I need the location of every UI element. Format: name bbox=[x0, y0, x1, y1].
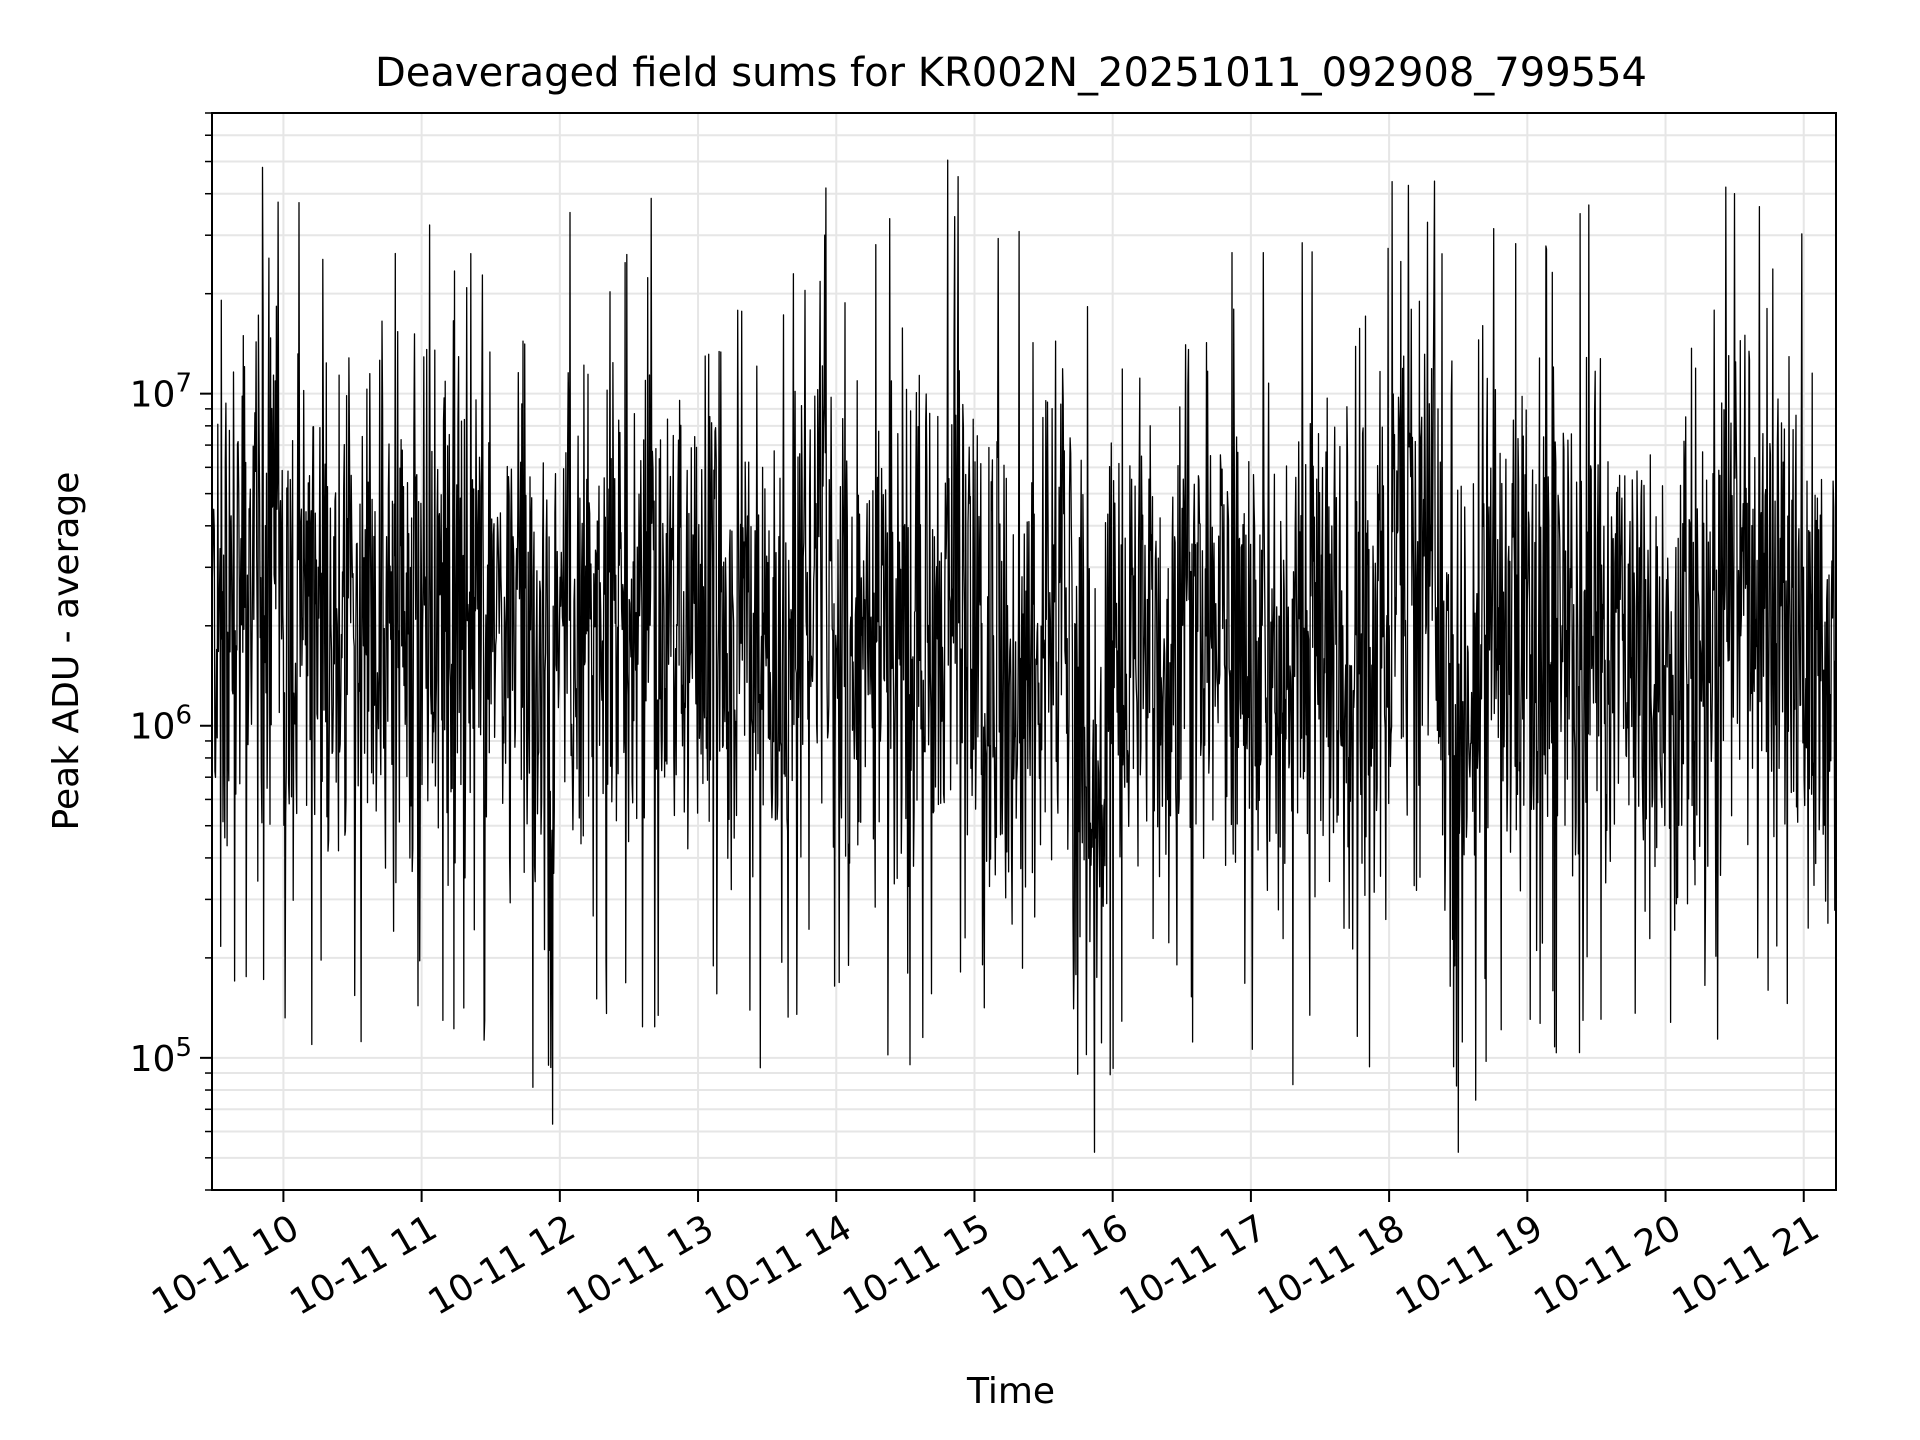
y-tick-label: 106 bbox=[130, 701, 192, 748]
chart-title: Deaveraged field sums for KR002N_2025101… bbox=[375, 50, 1647, 96]
y-tick-label: 107 bbox=[130, 369, 192, 416]
x-axis-label: Time bbox=[966, 1371, 1055, 1412]
plot-frame bbox=[211, 112, 1837, 1191]
y-tick-label: 105 bbox=[130, 1033, 192, 1080]
series-line-layer bbox=[211, 159, 1837, 1153]
series-line bbox=[211, 159, 1837, 1153]
y-axis-label: Peak ADU - average bbox=[46, 472, 87, 831]
